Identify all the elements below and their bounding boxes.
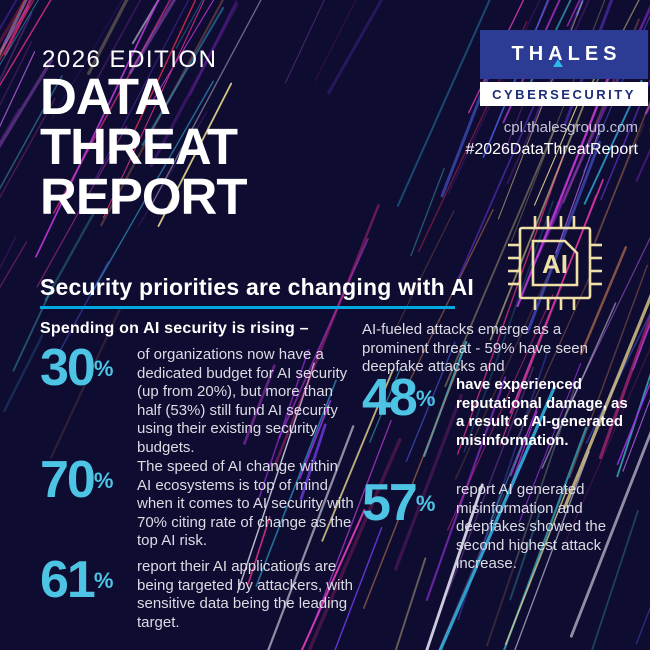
thales-a-dot-icon: [553, 59, 563, 67]
edition-label: 2026 EDITION: [42, 46, 218, 73]
stat-number: 30: [40, 339, 96, 397]
section-heading: Security priorities are changing with AI: [40, 274, 475, 300]
stat-value: 57%: [362, 474, 456, 532]
stat-number: 70: [40, 451, 96, 509]
stat-description: have experienced reputational damage, as…: [456, 376, 628, 449]
stat-value: 30%: [40, 339, 137, 397]
stat-number: 61: [40, 551, 96, 609]
stat-48-percent: 48% have experienced reputational damage…: [362, 369, 634, 450]
thales-logo: THALES: [480, 30, 648, 79]
percent-sign: %: [93, 568, 114, 593]
stat-70-percent: 70% The speed of AI change within AI eco…: [40, 451, 355, 551]
left-column-lead: Spending on AI security is rising –: [40, 320, 309, 337]
cybersecurity-banner: CYBERSECURITY: [480, 82, 648, 106]
percent-sign: %: [415, 386, 436, 411]
ai-chip-label: AI: [542, 249, 568, 279]
report-url: cpl.thalesgroup.com: [503, 119, 638, 136]
report-hashtag: #2026DataThreatReport: [465, 141, 638, 158]
thales-brand-text: THALES: [511, 43, 622, 65]
right-column-intro: AI-fueled attacks emerge as a prominent …: [362, 321, 588, 375]
cybersecurity-label: CYBERSECURITY: [492, 86, 636, 102]
percent-sign: %: [93, 468, 114, 493]
percent-sign: %: [93, 356, 114, 381]
stat-value: 70%: [40, 451, 137, 509]
stat-description: of organizations now have a dedicated bu…: [137, 346, 348, 456]
stat-57-percent: 57% report AI generated misinformation a…: [362, 474, 646, 574]
report-title-line: DATA: [40, 68, 171, 125]
stat-description: report AI generated misinformation and d…: [456, 481, 607, 572]
report-title: DATA THREAT REPORT: [40, 68, 248, 225]
stat-number: 48: [362, 369, 418, 427]
section-underline: [40, 306, 455, 309]
percent-sign: %: [415, 491, 436, 516]
stat-description: report their AI applications are being t…: [137, 558, 353, 631]
stat-61-percent: 61% report their AI applications are bei…: [40, 551, 355, 632]
stat-value: 61%: [40, 551, 137, 609]
stat-number: 57: [362, 474, 418, 532]
stat-value: 48%: [362, 369, 456, 427]
header-links: cpl.thalesgroup.com #2026DataThreatRepor…: [465, 118, 638, 162]
report-title-line: THREAT: [40, 118, 238, 175]
stat-description: The speed of AI change within AI ecosyst…: [137, 458, 354, 549]
report-title-line: REPORT: [40, 168, 248, 225]
ai-chip-icon: AI: [508, 216, 602, 310]
stat-30-percent: 30% of organizations now have a dedicate…: [40, 339, 355, 457]
